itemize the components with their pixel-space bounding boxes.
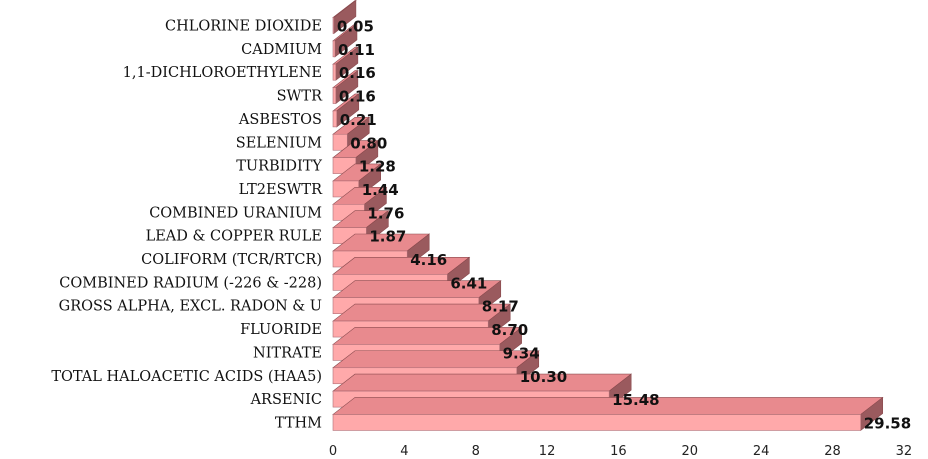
data-label: 1.44 (362, 181, 399, 199)
x-tick-label: 24 (753, 444, 770, 459)
category-label: 1,1-DICHLOROETHYLENE (123, 65, 322, 81)
x-tick-label: 12 (539, 444, 556, 459)
data-label: 9.34 (503, 344, 540, 362)
x-tick-label: 0 (329, 444, 337, 459)
data-label: 0.05 (337, 18, 374, 36)
data-label: 1.28 (359, 158, 396, 176)
category-label: CADMIUM (241, 42, 322, 58)
data-label: 4.16 (410, 251, 447, 269)
x-tick-label: 20 (682, 444, 699, 459)
data-label: 1.87 (369, 228, 406, 246)
category-label: COMBINED URANIUM (149, 205, 322, 221)
bar (332, 63, 337, 81)
data-label: 0.11 (338, 41, 375, 59)
data-label: 8.17 (482, 298, 519, 316)
category-label: FLUORIDE (240, 322, 322, 338)
data-label: 6.41 (450, 274, 487, 292)
category-label: SWTR (277, 89, 324, 105)
category-label: CHLORINE DIOXIDE (165, 19, 322, 35)
data-label: 0.80 (350, 134, 387, 152)
category-labels: CHLORINE DIOXIDE CADMIUM 1,1-DICHLOROETHYL… (51, 19, 323, 432)
category-label: TTHM (275, 415, 322, 431)
bars-group (332, 0, 884, 432)
x-tick-label: 8 (472, 444, 480, 459)
bar-top (332, 257, 471, 275)
category-label: ASBESTOS (238, 112, 322, 128)
x-tick-label: 28 (824, 444, 841, 459)
data-label: 1.76 (367, 204, 404, 222)
category-label: NITRATE (253, 345, 322, 361)
category-label: LEAD & COPPER RULE (146, 229, 322, 245)
bar (332, 40, 336, 58)
bar-top (332, 373, 633, 392)
bar (332, 17, 335, 34)
x-tick-label: 4 (400, 444, 408, 459)
category-label: TOTAL HALOACETIC ACIDS (HAA5) (51, 369, 322, 385)
x-tick-label: 32 (896, 444, 913, 459)
data-label: 0.16 (339, 64, 376, 82)
category-label: LT2ESWTR (239, 182, 323, 198)
value-labels: 0.05 0.11 0.16 0.16 0.21 0.80 1.28 1.44 1.76 1.87… (337, 18, 911, 433)
bar (332, 110, 338, 128)
data-label: 8.70 (491, 321, 528, 339)
category-label: ARSENIC (250, 392, 322, 408)
x-tick-label: 16 (610, 444, 627, 459)
bar (332, 414, 862, 431)
category-label: COLIFORM (TCR/RTCR) (141, 252, 322, 268)
data-label: 15.48 (612, 391, 659, 409)
data-label: 0.16 (339, 88, 376, 106)
x-axis-ticks: 0 4 8 12 16 20 24 28 32 (329, 444, 912, 459)
bar-top (332, 397, 884, 415)
category-label: COMBINED RADIUM (-226 & -228) (59, 275, 322, 291)
category-label: TURBIDITY (236, 159, 322, 175)
bar (332, 133, 348, 151)
data-label: 29.58 (864, 414, 911, 432)
category-label: SELENIUM (236, 135, 322, 151)
bar (332, 87, 337, 104)
data-label: 0.21 (340, 111, 377, 129)
category-label: GROSS ALPHA, EXCL. RADON & U (59, 299, 322, 315)
data-label: 10.30 (520, 368, 567, 386)
